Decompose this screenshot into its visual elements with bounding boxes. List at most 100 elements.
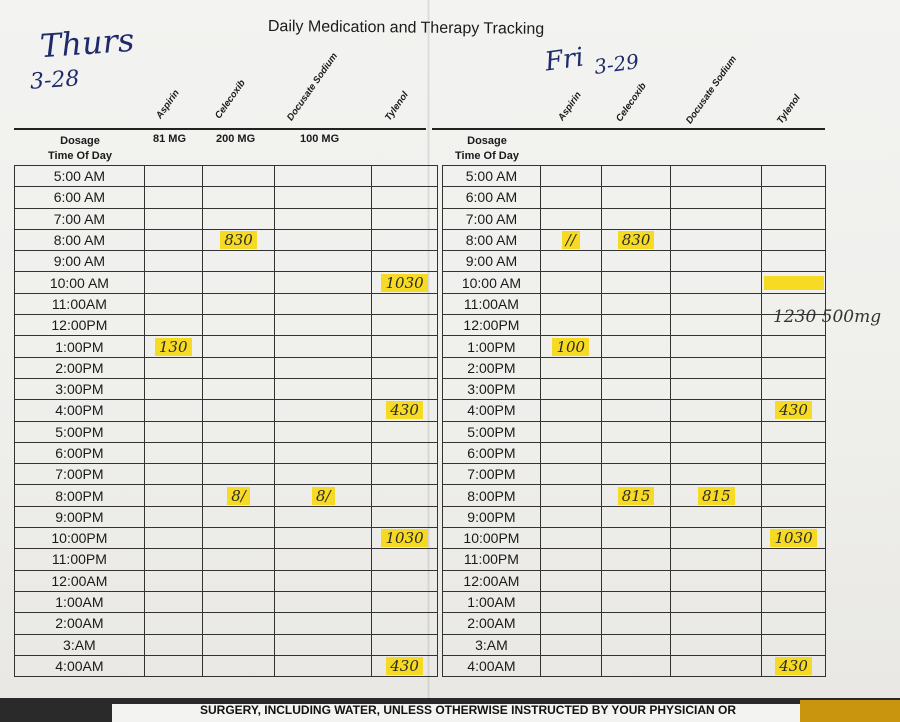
grid-row: 4:00AM 430 — [442, 654, 826, 678]
grid-row: 8:00PM 815 815 — [442, 484, 826, 507]
grid-row: 10:00 AM 1030 — [14, 271, 438, 294]
dose-cell — [143, 292, 203, 316]
time-label: 11:00PM — [14, 548, 145, 571]
time-label: 4:00PM — [14, 399, 145, 422]
dose-mark: 8/ — [275, 485, 371, 505]
highlighted-entry: 8/ — [227, 486, 250, 505]
grid-row: 3:00PM — [442, 377, 826, 401]
dose-cell — [274, 654, 373, 678]
highlighted-entry: 430 — [775, 656, 812, 675]
dose-cell — [274, 505, 373, 529]
time-label: 9:00 AM — [14, 250, 145, 273]
dose-cell — [274, 590, 373, 614]
dose-cell — [274, 420, 373, 443]
dose-cell — [670, 505, 763, 529]
highlighted-entry: 830 — [220, 231, 257, 250]
paper-bottom — [112, 704, 822, 722]
grid-row: 12:00AM — [442, 569, 826, 592]
dose-cell — [274, 250, 373, 273]
time-label: 1:00PM — [14, 335, 145, 358]
time-label: 10:00 AM — [442, 271, 541, 294]
dose-cell — [539, 314, 602, 337]
dose-cell: 130 — [143, 335, 203, 358]
dose-cell — [600, 207, 672, 230]
time-label: 11:00AM — [14, 292, 145, 316]
dose-cell — [201, 548, 276, 571]
grid-row: 6:00PM — [442, 441, 826, 465]
dose-cell — [600, 569, 672, 592]
sheet-title: Daily Medication and Therapy Tracking — [267, 18, 545, 38]
time-label: 12:00AM — [14, 569, 145, 592]
time-label: 8:00 AM — [442, 228, 541, 252]
dose-cell — [274, 207, 373, 230]
time-label: 12:00PM — [442, 314, 541, 337]
dose-cell — [143, 420, 203, 443]
dose-cell — [539, 292, 602, 316]
dose-cell — [539, 207, 602, 230]
tracking-grid-right: 5:00 AM 6:00 AM 7:00 AM 8:00 AM // 830 9:00 AM… — [442, 164, 826, 678]
dose-mark: 830 — [203, 230, 275, 250]
dose-cell — [143, 377, 203, 401]
dose-cell — [201, 633, 276, 656]
dose-cell — [539, 164, 602, 188]
time-label: 7:00 AM — [442, 207, 541, 230]
dose-cell — [143, 271, 203, 294]
dose-cell — [201, 356, 276, 379]
dose-cell — [274, 356, 373, 379]
dose-cell — [539, 441, 602, 465]
dose-cell — [371, 186, 438, 209]
grid-row: 7:00 AM — [14, 207, 438, 230]
time-label: 5:00 AM — [442, 164, 541, 188]
dose-cell — [274, 548, 373, 571]
dose-cell: 430 — [371, 399, 438, 422]
highlighted-entry: 100 — [552, 337, 590, 356]
highlighted-entry: // — [561, 231, 580, 250]
column-title-right: Dosage Time Of Day — [437, 134, 537, 164]
dose-cell — [274, 612, 373, 635]
time-label: 4:00AM — [14, 654, 145, 678]
dose-mark: // — [541, 230, 601, 250]
dose-cell — [670, 164, 763, 188]
highlighted-entry: 8/ — [311, 486, 335, 505]
dose-cell — [371, 335, 438, 358]
dose-cell — [274, 186, 373, 209]
dose-cell — [600, 250, 672, 273]
dose-cell — [670, 356, 763, 379]
dosage-celecoxib: 200 MG — [216, 133, 256, 145]
dose-cell — [274, 164, 373, 188]
dose-cell — [274, 569, 373, 592]
dose-cell — [371, 292, 438, 316]
time-label: 8:00 AM — [14, 228, 145, 252]
dose-cell — [201, 612, 276, 635]
dose-cell — [670, 399, 763, 422]
dose-cell — [274, 463, 373, 486]
dose-cell — [761, 250, 826, 273]
highlighted-entry — [763, 275, 824, 290]
time-label: 7:00PM — [442, 463, 541, 486]
time-label: 4:00PM — [442, 399, 541, 422]
dose-cell — [371, 420, 438, 443]
dose-cell: 1030 — [761, 527, 826, 550]
dose-cell — [201, 569, 276, 592]
grid-row: 5:00PM — [442, 420, 826, 443]
dose-mark: 130 — [145, 336, 202, 356]
grid-row: 3:00PM — [14, 377, 438, 401]
grid-row: 4:00AM 430 — [14, 654, 438, 678]
dose-cell — [371, 314, 438, 337]
dose-cell — [274, 399, 373, 422]
dose-cell — [539, 420, 602, 443]
dose-cell — [143, 612, 203, 635]
dose-cell — [600, 654, 672, 678]
highlighted-entry: 1030 — [770, 529, 817, 548]
dose-cell — [143, 441, 203, 465]
dose-cell — [201, 654, 276, 678]
dose-cell — [670, 271, 763, 294]
background-object — [800, 700, 900, 722]
dose-mark: 1030 — [762, 528, 825, 548]
dose-cell — [371, 633, 438, 656]
dose-cell: 8/ — [274, 484, 373, 507]
highlighted-entry: 830 — [617, 231, 655, 250]
time-label: 3:00PM — [442, 377, 541, 401]
dose-cell — [539, 612, 602, 635]
dose-cell — [539, 463, 602, 486]
